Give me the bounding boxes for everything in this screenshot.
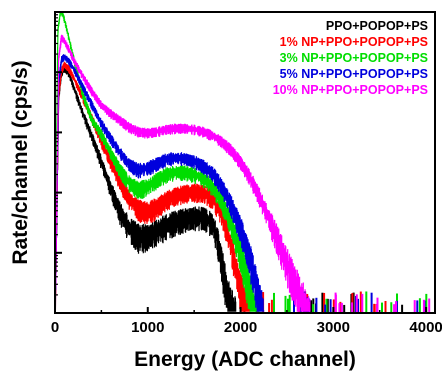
- y-axis-label: Rate/channel (cps/s): [9, 60, 32, 264]
- x-tick-label: 4000: [409, 319, 442, 336]
- x-tick-label: 1000: [131, 319, 164, 336]
- x-axis-ticks: 0 1000 2000 3000 4000: [51, 14, 442, 336]
- legend-entry: PPO+POPOP+PS: [326, 19, 428, 33]
- series-line-3: [55, 12, 260, 312]
- legend-entry: 5% NP+PPO+POPOP+PS: [280, 67, 428, 81]
- x-tick-label: 3000: [317, 319, 350, 336]
- x-tick-label: 2000: [224, 319, 257, 336]
- legend: PPO+POPOP+PS 1% NP+PPO+POPOP+PS 3% NP+PPO+…: [273, 19, 428, 97]
- series-line-5: [55, 34, 311, 312]
- x-tick-label: 0: [51, 319, 59, 336]
- series-line-4: [55, 54, 265, 312]
- plot-frame: [54, 11, 436, 314]
- legend-entry: 10% NP+PPO+POPOP+PS: [273, 83, 428, 97]
- spectrum-curves: [55, 12, 431, 313]
- legend-entry: 3% NP+PPO+POPOP+PS: [280, 51, 428, 65]
- series-line-1: [55, 65, 237, 312]
- x-axis-label: Energy (ADC channel): [134, 348, 356, 371]
- legend-entry: 1% NP+PPO+POPOP+PS: [280, 35, 428, 49]
